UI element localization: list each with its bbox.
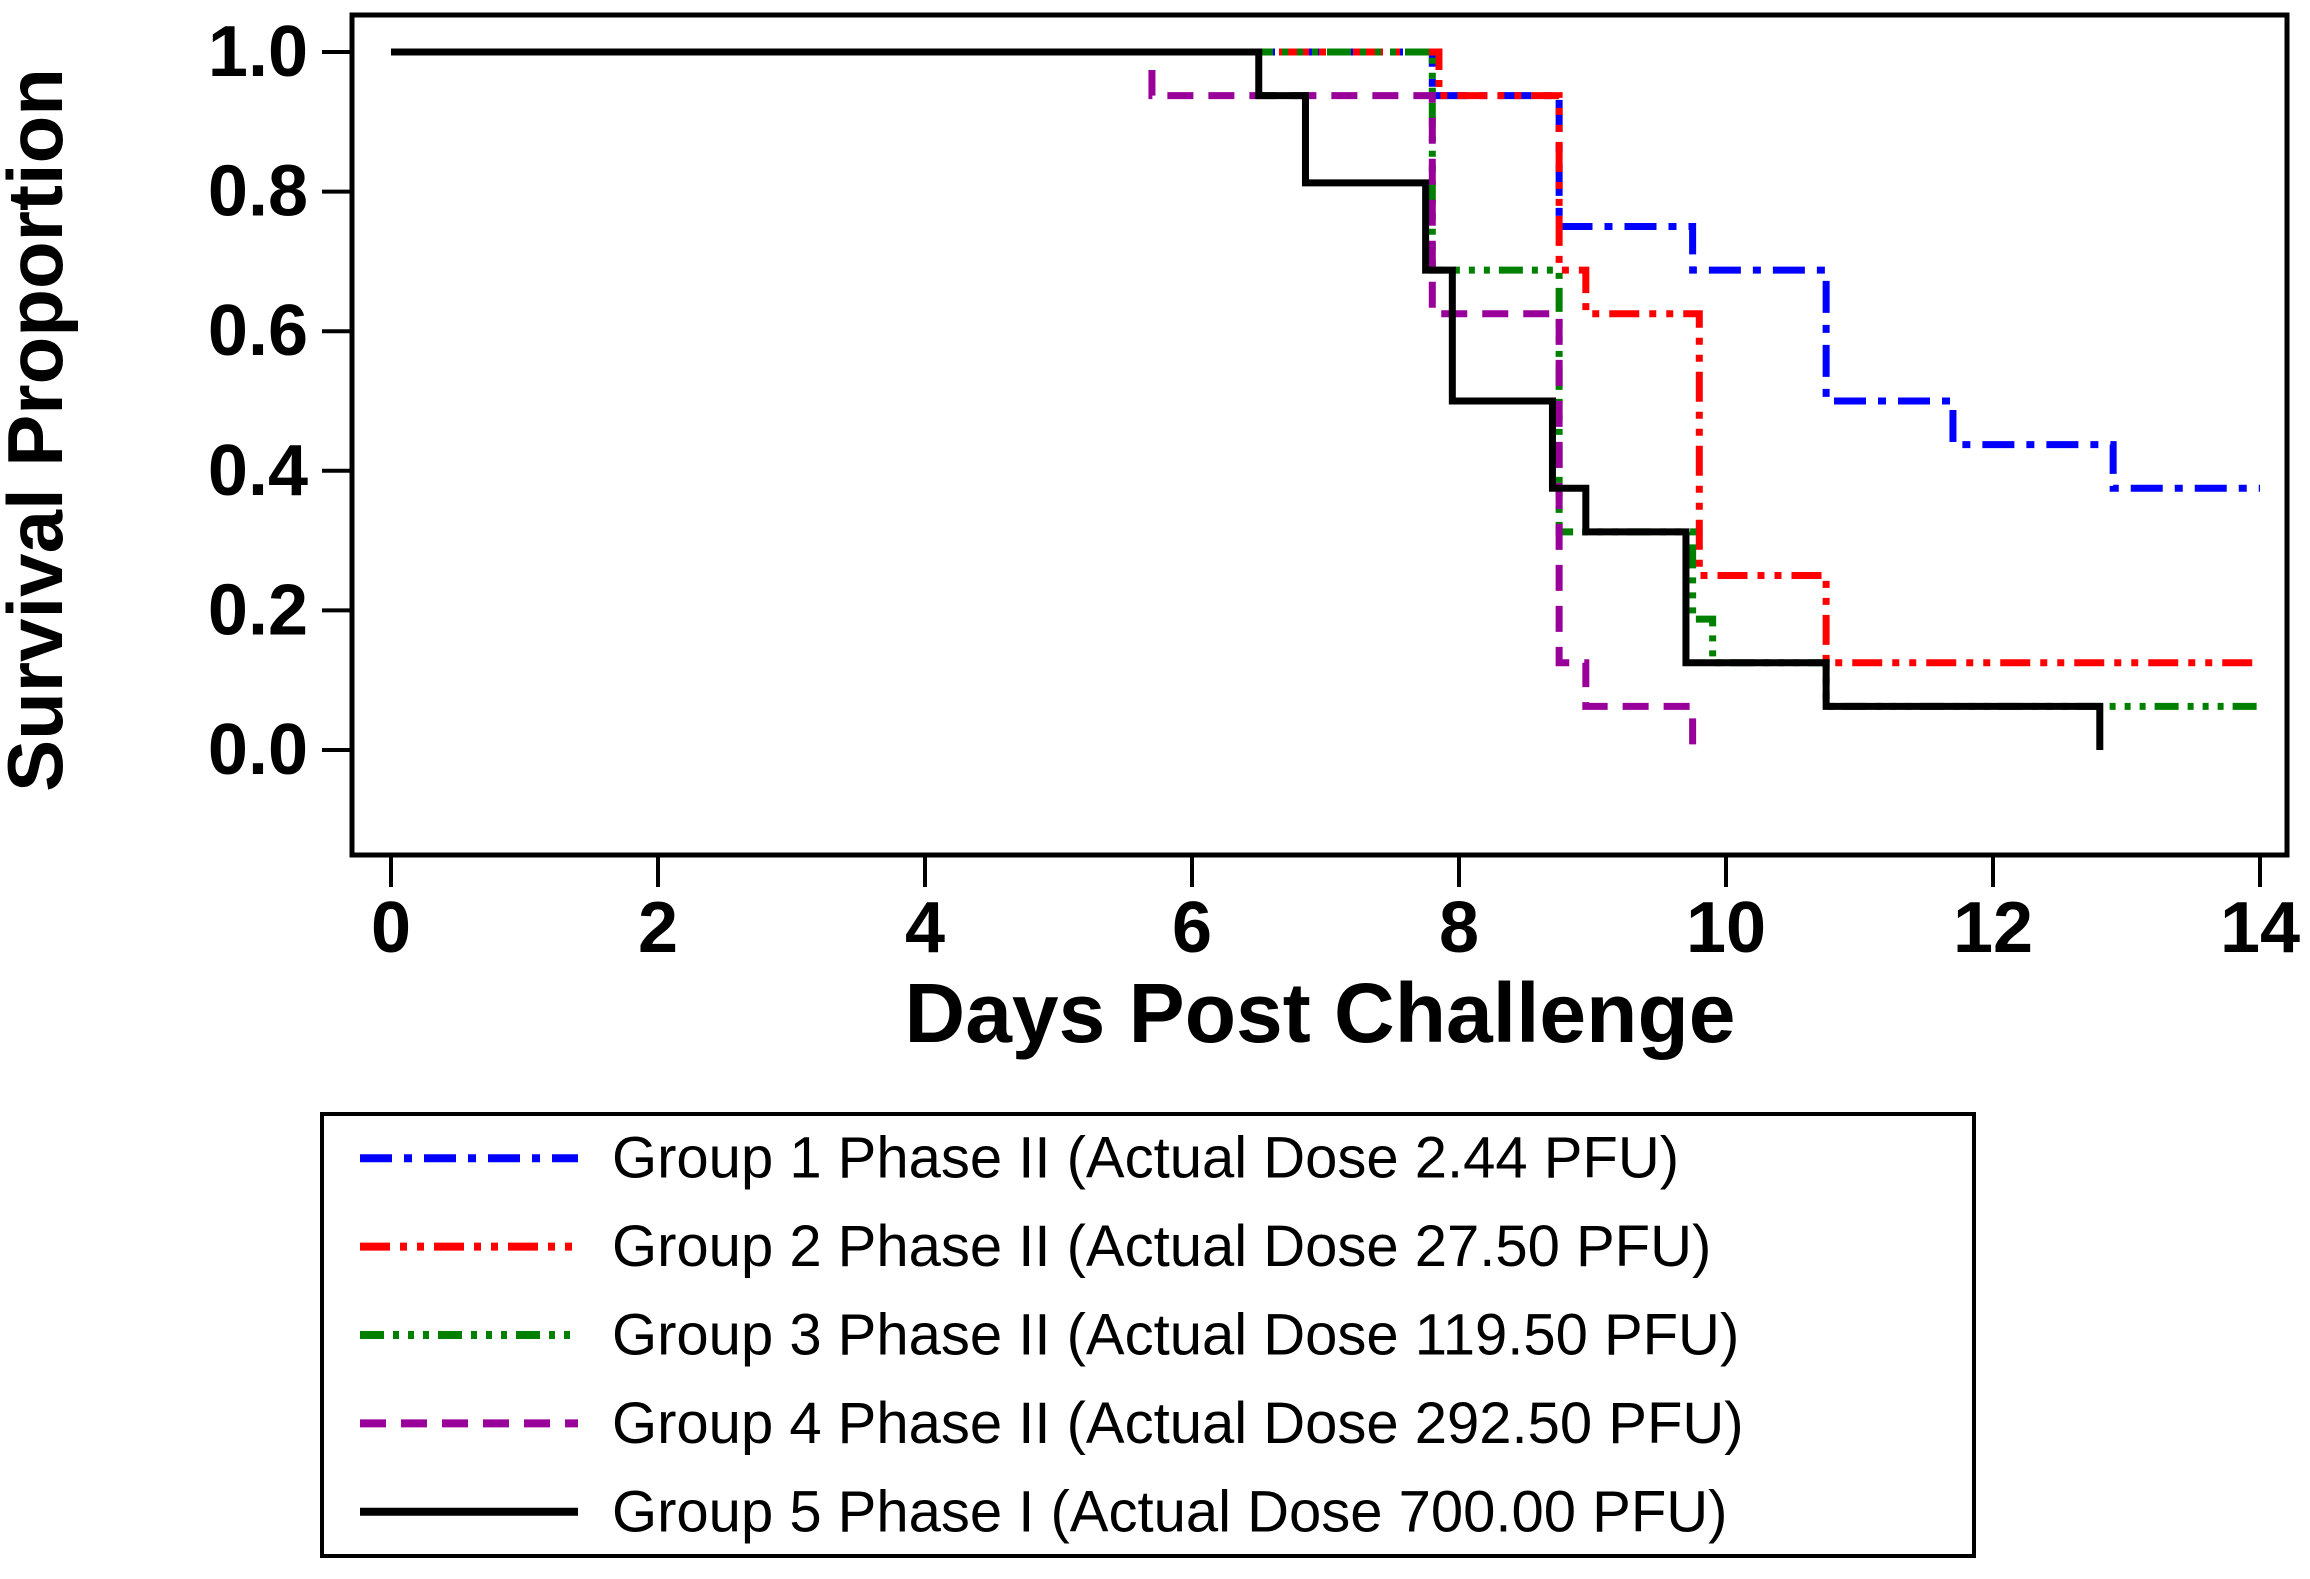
legend-label-group-5: Group 5 Phase I (Actual Dose 700.00 PFU) [612,1479,1727,1544]
y-axis-ticks: 1.0 0.8 0.6 0.4 0.2 0.0 [208,12,352,790]
y-axis-title: Survival Proportion [0,68,79,792]
x-tick-label: 6 [1172,888,1212,968]
y-tick-label: 0.0 [208,710,308,790]
legend-label-group-2: Group 2 Phase II (Actual Dose 27.50 PFU) [612,1214,1711,1279]
plot-frame [349,12,2290,858]
y-tick-label: 0.2 [208,570,308,650]
x-tick-label: 2 [638,888,678,968]
x-tick-label: 14 [2220,888,2300,968]
y-tick-label: 0.8 [208,152,308,232]
x-tick-label: 12 [1953,888,2033,968]
legend-label-group-3: Group 3 Phase II (Actual Dose 119.50 PFU… [612,1303,1739,1368]
x-tick-label: 10 [1686,888,1766,968]
x-tick-label: 0 [371,888,411,968]
y-tick-label: 0.4 [208,431,308,511]
x-tick-label: 4 [905,888,945,968]
plot-frame-box [349,12,2290,858]
x-tick-label: 8 [1439,888,1479,968]
legend-label-group-4: Group 4 Phase II (Actual Dose 292.50 PFU… [612,1391,1744,1456]
legend-label-group-1: Group 1 Phase II (Actual Dose 2.44 PFU) [612,1126,1679,1191]
legend: Group 1 Phase II (Actual Dose 2.44 PFU) G… [320,1112,1976,1558]
x-axis-title: Days Post Challenge [905,966,1736,1060]
y-tick-label: 1.0 [208,12,308,92]
x-axis-ticks: 0 2 4 6 8 10 12 14 [371,855,2300,968]
survival-curve-group-1 [391,48,2260,492]
survival-curve-group-5 [391,48,2104,750]
legend-box [320,1112,1976,1558]
survival-curves [391,48,2260,750]
survival-curve-group-2 [391,48,2260,667]
survival-curve-group-3 [391,48,2260,710]
survival-curve-group-4 [391,48,1697,750]
y-tick-label: 0.6 [208,291,308,371]
